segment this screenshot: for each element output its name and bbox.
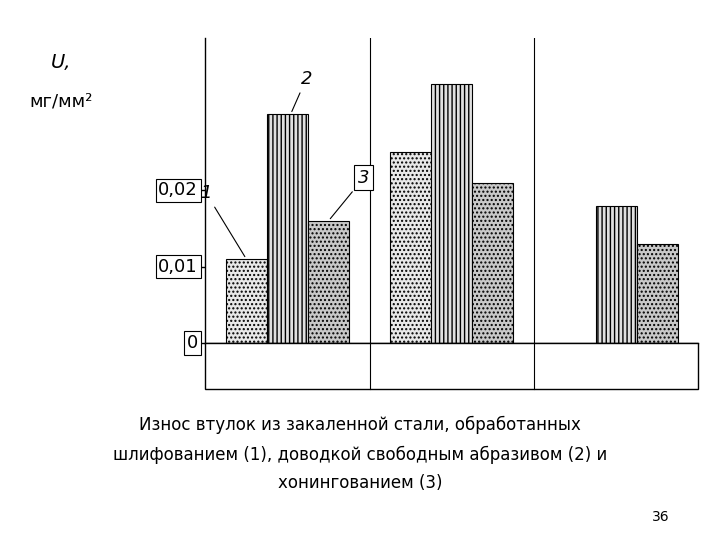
Text: 1: 1 — [200, 184, 245, 256]
Text: 0,02: 0,02 — [158, 181, 198, 199]
Text: 3: 3 — [330, 168, 369, 219]
Text: шлифованием (1), доводкой свободным абразивом (2) и: шлифованием (1), доводкой свободным абра… — [113, 446, 607, 464]
Text: $R_Z$=0,2: $R_Z$=0,2 — [583, 356, 649, 376]
Text: 2: 2 — [292, 70, 312, 112]
Bar — [226, 259, 267, 343]
Bar — [595, 206, 636, 343]
Text: 0,01: 0,01 — [158, 258, 198, 275]
Bar — [390, 152, 431, 343]
Text: U,: U, — [51, 53, 71, 72]
Bar — [431, 84, 472, 343]
Bar — [308, 221, 349, 343]
Text: хонингованием (3): хонингованием (3) — [278, 474, 442, 492]
Text: Износ втулок из закаленной стали, обработанных: Износ втулок из закаленной стали, обрабо… — [139, 416, 581, 434]
Text: $R_Z$=0,4: $R_Z$=0,4 — [419, 356, 485, 376]
Text: $R_Z$=0,8: $R_Z$=0,8 — [254, 356, 320, 376]
Bar — [472, 183, 513, 343]
Text: 0: 0 — [186, 334, 198, 352]
Text: 36: 36 — [652, 510, 670, 524]
Bar — [267, 114, 308, 343]
Text: мг/мм²: мг/мм² — [30, 93, 93, 111]
Bar — [636, 244, 678, 343]
